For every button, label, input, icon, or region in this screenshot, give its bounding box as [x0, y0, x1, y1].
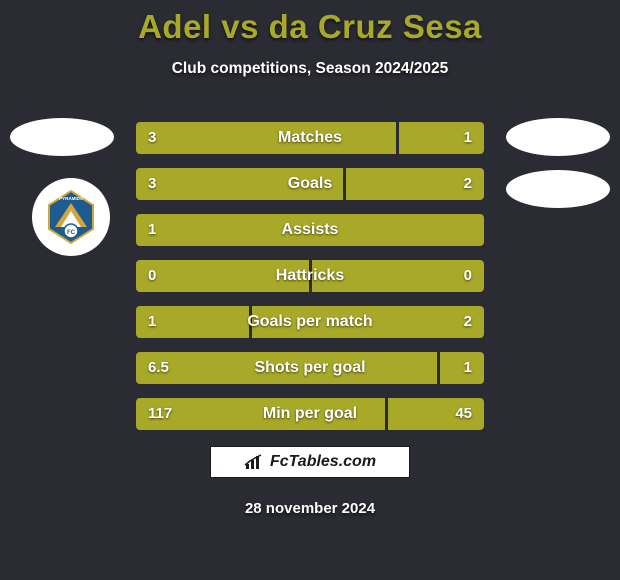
- team-left-logo: FC PYRAMIDS: [32, 178, 110, 256]
- stat-row: Goals per match1 2: [136, 306, 484, 338]
- stat-row: Assists1: [136, 214, 484, 246]
- stat-label: Shots per goal: [136, 352, 484, 384]
- stat-label: Goals: [136, 168, 484, 200]
- stat-value-left: 0: [148, 260, 156, 292]
- stat-label: Matches: [136, 122, 484, 154]
- player-left-avatar-placeholder: [10, 118, 114, 156]
- pyramids-fc-logo-icon: FC PYRAMIDS: [41, 187, 101, 247]
- stat-value-right: 1: [464, 352, 472, 384]
- stat-row: Matches3 1: [136, 122, 484, 154]
- comparison-subtitle: Club competitions, Season 2024/2025: [0, 60, 620, 78]
- fctables-logo-text: FcTables.com: [270, 453, 376, 471]
- stat-value-left: 3: [148, 122, 156, 154]
- stat-value-right: 1: [464, 122, 472, 154]
- stat-row: Shots per goal6.5 1: [136, 352, 484, 384]
- stat-label: Assists: [136, 214, 484, 246]
- stat-row: Hattricks0 0: [136, 260, 484, 292]
- stat-value-left: 6.5: [148, 352, 169, 384]
- stat-label: Goals per match: [136, 306, 484, 338]
- stat-value-right: 2: [464, 306, 472, 338]
- stat-value-left: 3: [148, 168, 156, 200]
- fctables-chart-icon: [244, 453, 264, 471]
- stat-row: Goals3 2: [136, 168, 484, 200]
- stat-value-left: 117: [148, 398, 172, 430]
- stat-value-right: 2: [464, 168, 472, 200]
- stat-value-right: 0: [464, 260, 472, 292]
- stat-label: Hattricks: [136, 260, 484, 292]
- stat-label: Min per goal: [136, 398, 484, 430]
- stat-value-right: 45: [455, 398, 472, 430]
- fctables-logo[interactable]: FcTables.com: [210, 446, 410, 478]
- comparison-title: Adel vs da Cruz Sesa: [0, 8, 620, 46]
- stat-value-left: 1: [148, 306, 156, 338]
- svg-text:PYRAMIDS: PYRAMIDS: [59, 196, 83, 201]
- stat-value-left: 1: [148, 214, 156, 246]
- stat-row: Min per goal117 45: [136, 398, 484, 430]
- stat-bars-container: Matches31Goals32Assists1Hattricks00Goals…: [136, 122, 484, 444]
- svg-text:FC: FC: [67, 230, 76, 236]
- footer-date: 28 november 2024: [0, 500, 620, 517]
- player-right-avatar-placeholder: [506, 118, 610, 156]
- team-right-logo-placeholder: [506, 170, 610, 208]
